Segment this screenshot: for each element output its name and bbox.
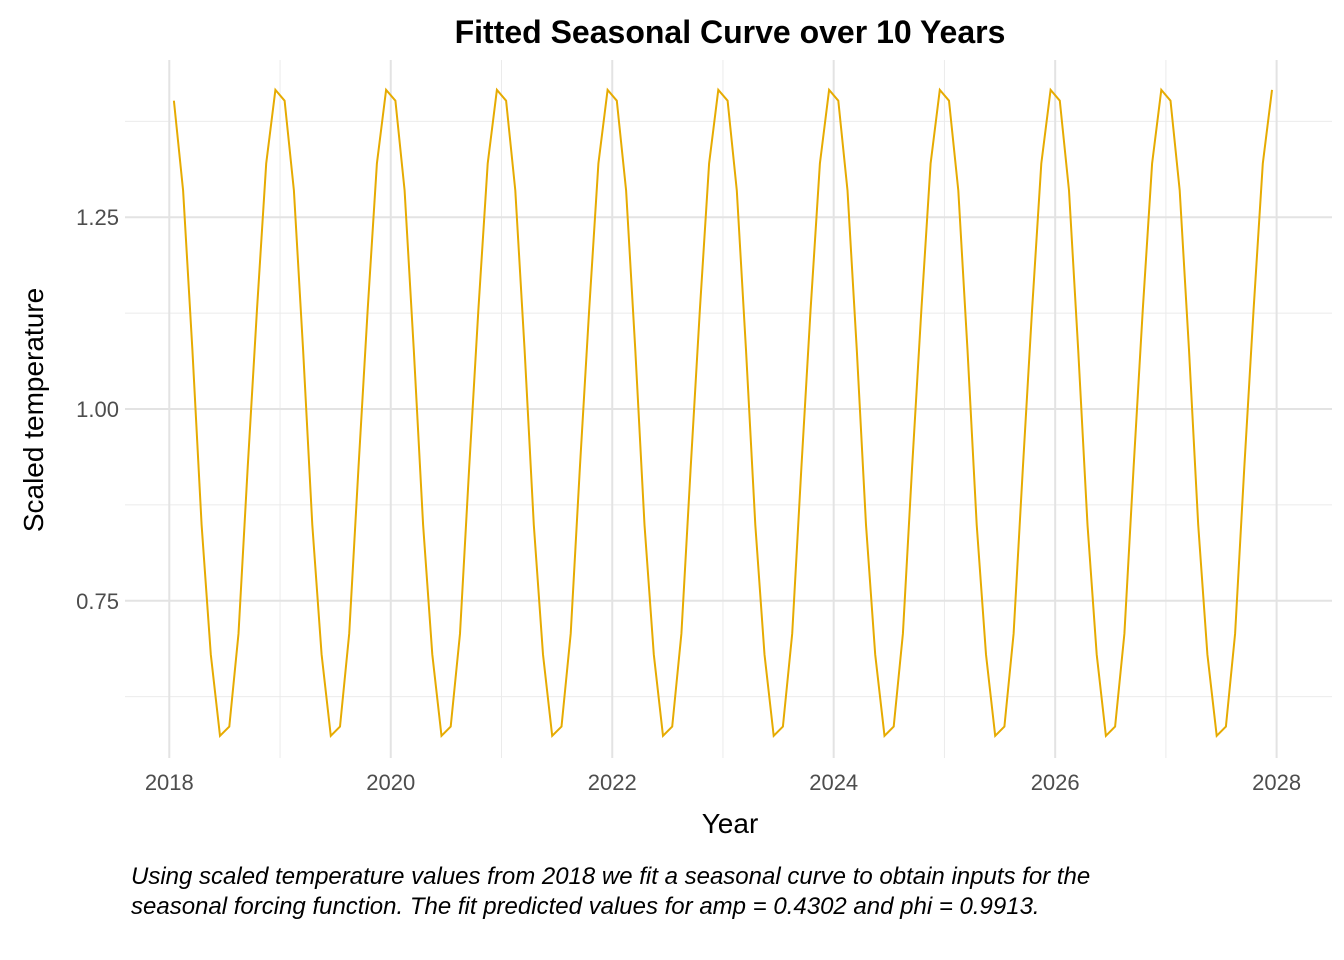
x-axis-title: Year <box>702 808 759 839</box>
y-tick-label: 1.00 <box>76 397 119 422</box>
x-tick-label: 2022 <box>588 770 637 795</box>
x-tick-label: 2018 <box>145 770 194 795</box>
x-axis-tick-labels: 2018 2020 2022 2024 2026 2028 <box>145 770 1301 795</box>
x-tick-label: 2026 <box>1031 770 1080 795</box>
y-tick-label: 1.25 <box>76 205 119 230</box>
y-axis-title: Scaled temperature <box>18 288 49 532</box>
chart-title: Fitted Seasonal Curve over 10 Years <box>455 14 1006 50</box>
chart-caption: Using scaled temperature values from 201… <box>131 863 1091 920</box>
x-tick-label: 2024 <box>809 770 858 795</box>
x-tick-label: 2028 <box>1252 770 1301 795</box>
seasonal-curve-line <box>172 87 1273 738</box>
y-tick-label: 0.75 <box>76 589 119 614</box>
x-tick-label: 2020 <box>366 770 415 795</box>
y-axis-tick-labels: 0.75 1.00 1.25 <box>76 205 119 614</box>
major-gridlines <box>125 60 1332 758</box>
